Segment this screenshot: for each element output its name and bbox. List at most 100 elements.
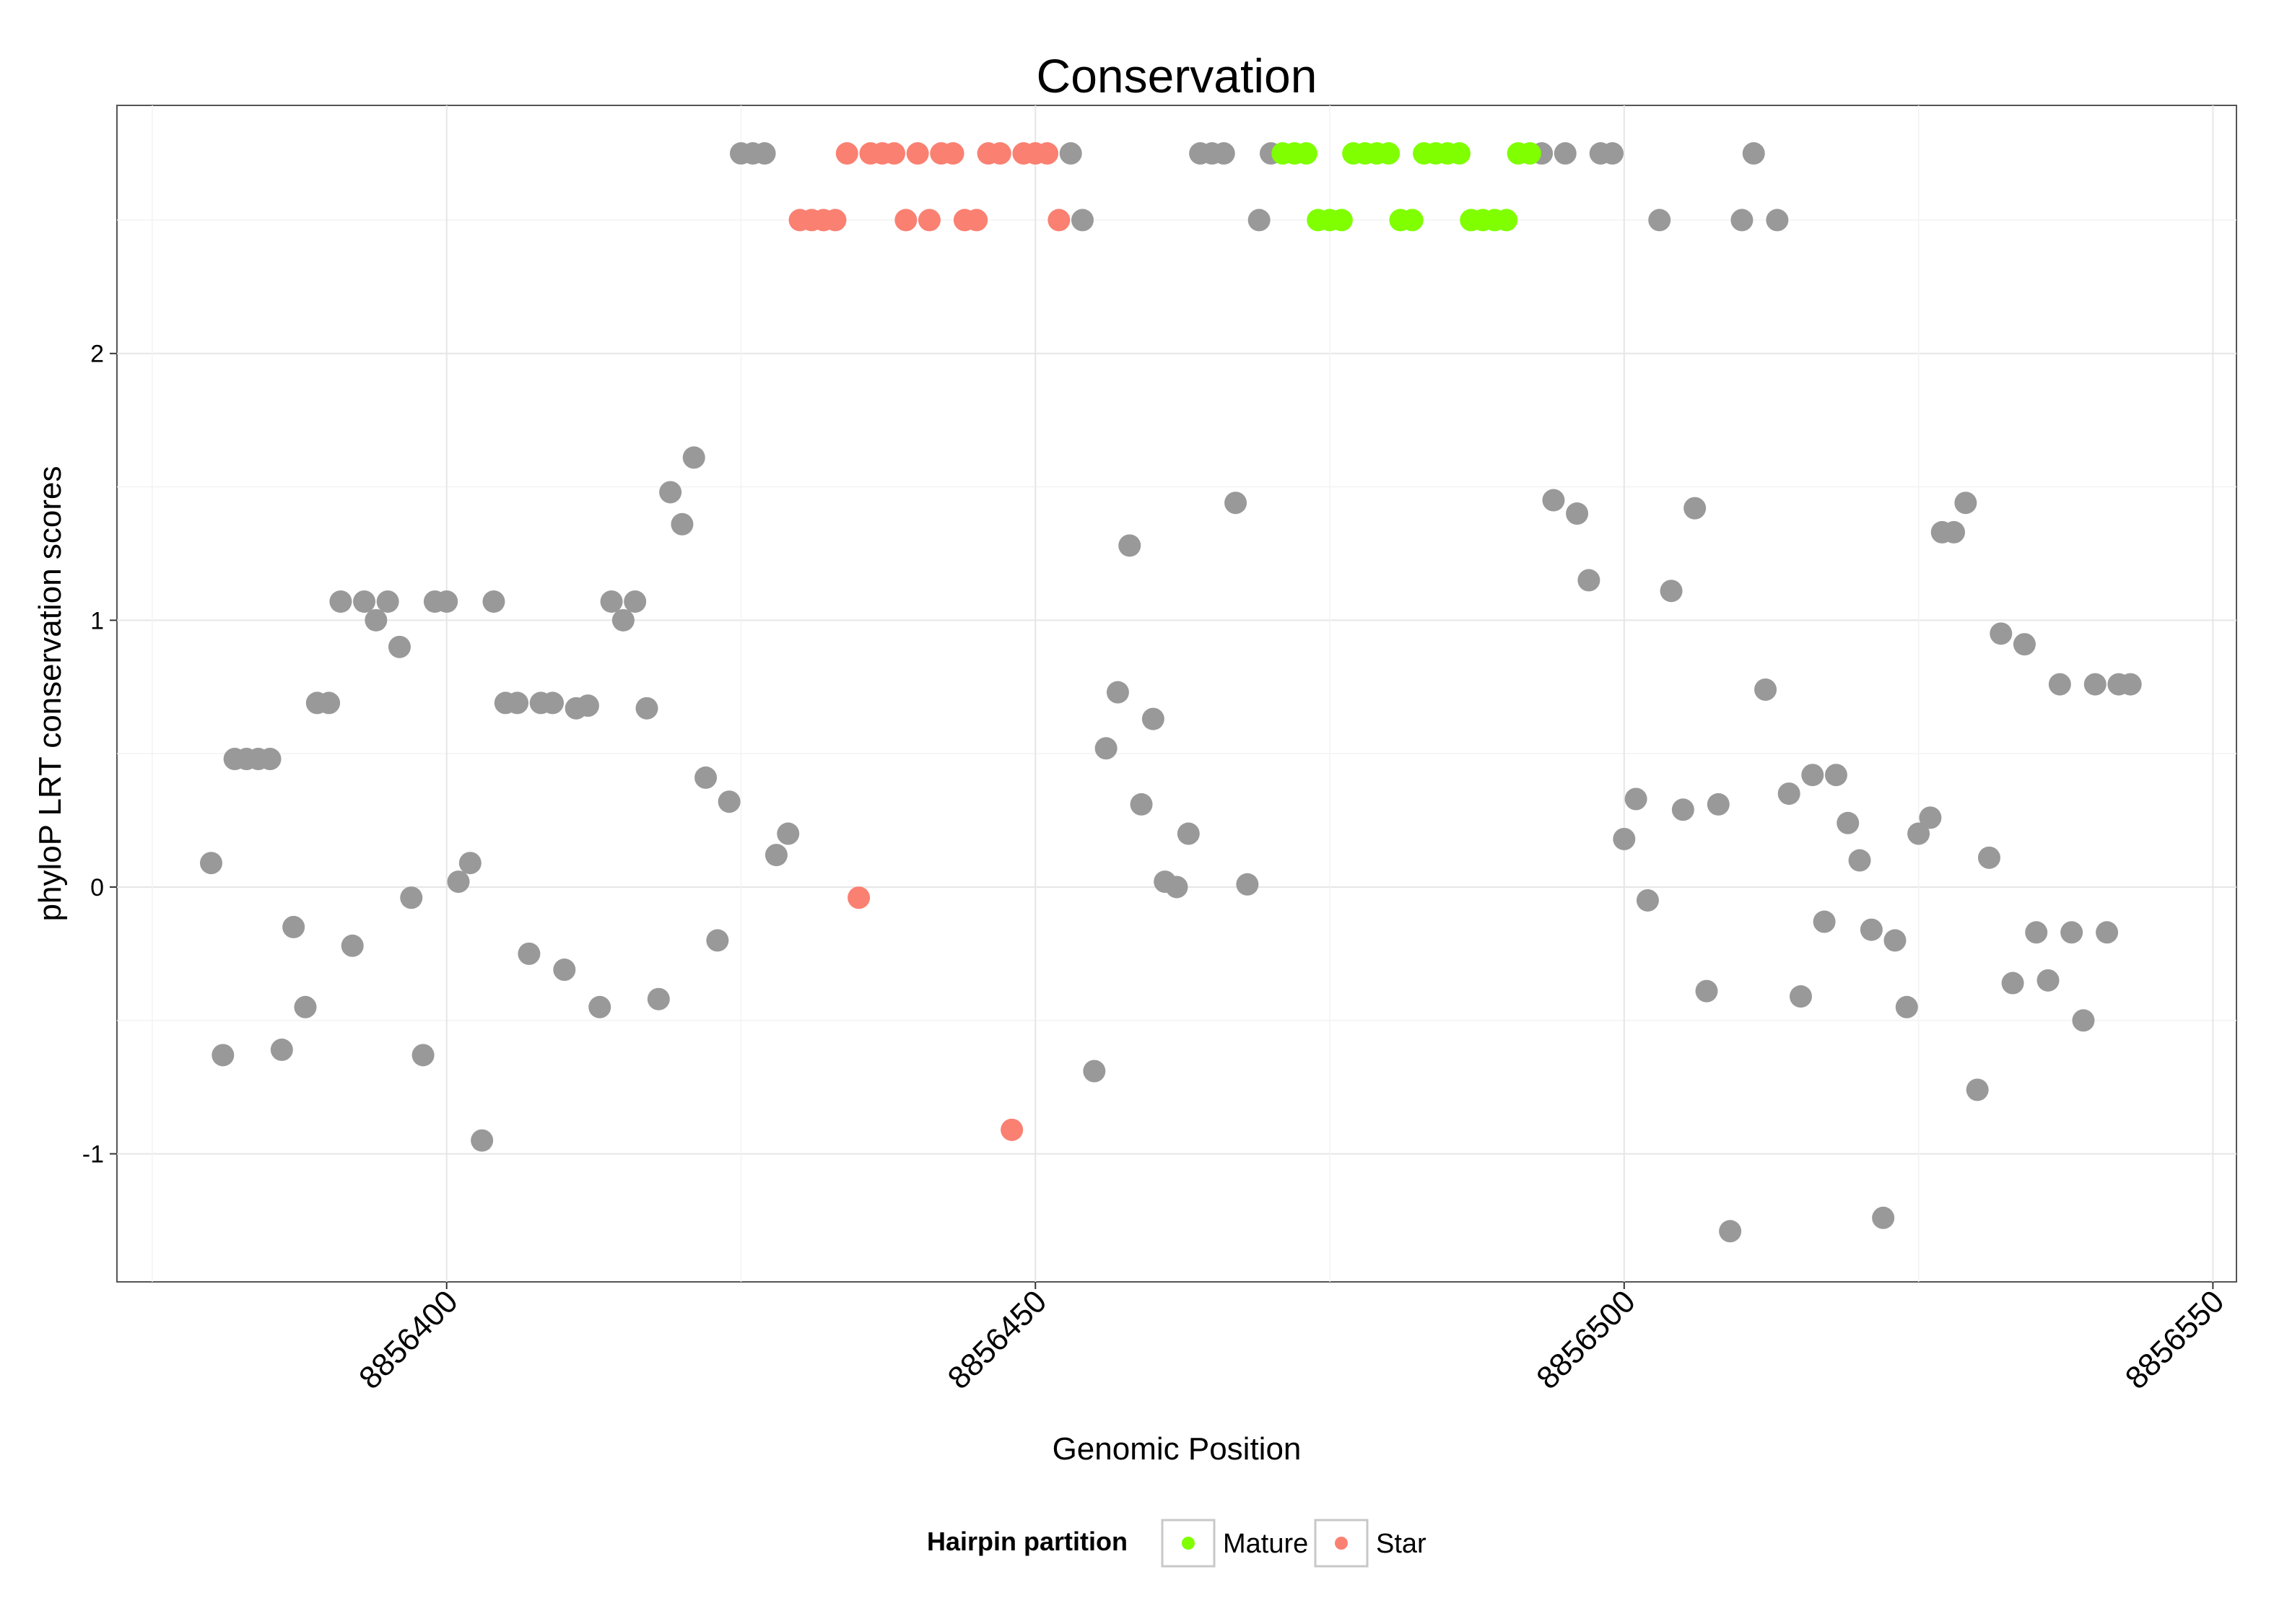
point-other bbox=[694, 766, 718, 789]
point-other bbox=[365, 608, 388, 632]
point-other bbox=[458, 852, 482, 875]
point-mature bbox=[1294, 142, 1317, 165]
point-other bbox=[1754, 678, 1777, 701]
point-other bbox=[1059, 142, 1082, 165]
point-other bbox=[1094, 737, 1118, 760]
point-other bbox=[258, 748, 282, 771]
point-other bbox=[1247, 209, 1271, 232]
point-other bbox=[1730, 209, 1754, 232]
point-other bbox=[611, 608, 635, 632]
point-other bbox=[2036, 969, 2060, 992]
point-other bbox=[777, 822, 800, 845]
legend-label-star: Star bbox=[1376, 1529, 1426, 1559]
point-other bbox=[1872, 1206, 1895, 1229]
point-star bbox=[1036, 142, 1059, 165]
point-other bbox=[1813, 910, 1836, 933]
point-other bbox=[659, 481, 682, 504]
point-other bbox=[329, 590, 352, 613]
point-other bbox=[541, 691, 565, 715]
point-other bbox=[1566, 502, 1589, 525]
point-other bbox=[1683, 497, 1707, 520]
point-other bbox=[2119, 673, 2142, 696]
point-other bbox=[1177, 822, 1200, 845]
point-other bbox=[1624, 787, 1647, 811]
point-other bbox=[2013, 633, 2036, 656]
point-star bbox=[848, 886, 871, 909]
point-other bbox=[506, 691, 529, 715]
point-other bbox=[1671, 798, 1694, 821]
point-star bbox=[965, 209, 988, 232]
point-other bbox=[1130, 793, 1153, 816]
point-star bbox=[918, 209, 941, 232]
point-other bbox=[1919, 806, 1942, 829]
point-other bbox=[388, 635, 411, 658]
point-other bbox=[199, 852, 222, 875]
point-other bbox=[1719, 1220, 1742, 1243]
point-other bbox=[1990, 622, 2013, 645]
point-other bbox=[2048, 673, 2071, 696]
plot-panel bbox=[116, 105, 2237, 1283]
point-other bbox=[600, 590, 623, 613]
point-other bbox=[635, 697, 658, 720]
point-star bbox=[1047, 209, 1071, 232]
point-other bbox=[1601, 142, 1624, 165]
point-other bbox=[1695, 979, 1718, 1003]
point-other bbox=[1837, 811, 1860, 834]
point-other bbox=[1212, 142, 1235, 165]
point-other bbox=[1848, 849, 1871, 872]
point-mature bbox=[1495, 209, 1518, 232]
point-other bbox=[1966, 1078, 1989, 1101]
legend-dot-mature bbox=[1182, 1537, 1195, 1550]
point-other bbox=[706, 929, 729, 952]
point-other bbox=[400, 886, 423, 909]
legend-label-mature: Mature bbox=[1223, 1529, 1308, 1559]
y-tick-label: 2 bbox=[90, 341, 104, 368]
point-other bbox=[553, 959, 576, 982]
point-mature bbox=[1400, 209, 1424, 232]
legend-dot-star bbox=[1335, 1537, 1348, 1550]
y-tick-label: 1 bbox=[90, 607, 104, 634]
point-other bbox=[282, 915, 305, 938]
point-other bbox=[1648, 209, 1671, 232]
point-other bbox=[353, 590, 376, 613]
point-other bbox=[671, 512, 694, 536]
point-star bbox=[883, 142, 906, 165]
legend-title: Hairpin partition bbox=[927, 1527, 1128, 1556]
point-other bbox=[294, 995, 317, 1018]
point-other bbox=[1660, 580, 1683, 603]
point-other bbox=[1141, 707, 1164, 730]
point-other bbox=[1801, 764, 1824, 787]
point-other bbox=[718, 790, 741, 813]
point-other bbox=[588, 995, 611, 1018]
point-other bbox=[1071, 209, 1094, 232]
chart-title: Conservation bbox=[1037, 49, 1317, 102]
point-other bbox=[1824, 764, 1847, 787]
point-other bbox=[2083, 673, 2107, 696]
point-other bbox=[318, 691, 341, 715]
point-other bbox=[1943, 520, 1966, 543]
point-star bbox=[835, 142, 858, 165]
point-other bbox=[2025, 921, 2048, 944]
point-other bbox=[1613, 827, 1636, 850]
point-other bbox=[341, 934, 364, 957]
point-other bbox=[1554, 142, 1577, 165]
point-other bbox=[471, 1129, 494, 1152]
point-star bbox=[824, 209, 847, 232]
point-other bbox=[576, 694, 599, 717]
point-other bbox=[1883, 929, 1907, 952]
point-star bbox=[941, 142, 964, 165]
point-other bbox=[518, 942, 541, 965]
point-other bbox=[2001, 972, 2024, 995]
point-mature bbox=[1447, 142, 1471, 165]
point-other bbox=[764, 844, 788, 867]
point-other bbox=[2072, 1009, 2095, 1032]
point-star bbox=[894, 209, 918, 232]
point-other bbox=[753, 142, 776, 165]
point-other bbox=[212, 1044, 235, 1067]
point-star bbox=[988, 142, 1011, 165]
y-tick-label: 0 bbox=[90, 874, 104, 902]
point-other bbox=[1577, 569, 1600, 592]
point-other bbox=[376, 590, 399, 613]
point-mature bbox=[1377, 142, 1400, 165]
